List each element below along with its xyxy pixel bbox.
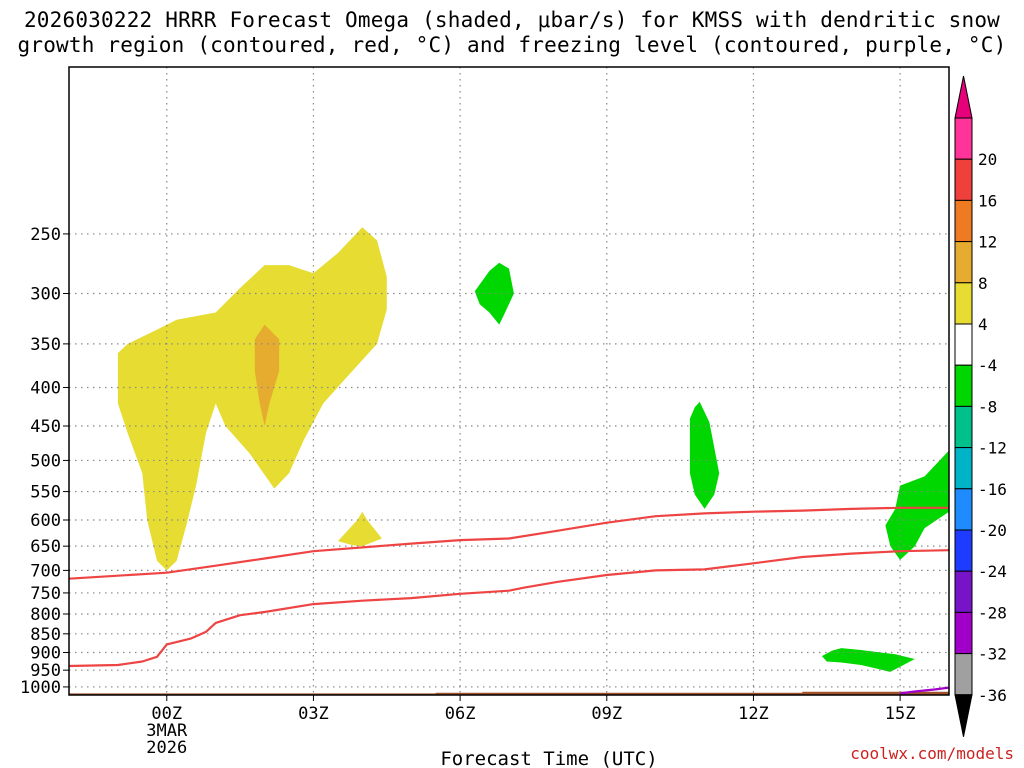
colorbar-label: -8 <box>978 397 997 416</box>
plot-area <box>69 67 949 695</box>
colorbar-label: 4 <box>978 315 988 334</box>
colorbar-cell <box>954 447 973 490</box>
colorbar-cell <box>954 488 973 531</box>
colorbar-cell <box>954 611 973 655</box>
colorbar-label: -4 <box>978 356 997 375</box>
colorbar-label: -32 <box>978 645 1007 664</box>
omega-shaded-region-5 <box>885 450 949 560</box>
colorbar-cell <box>954 199 973 243</box>
omega-shaded-region-4 <box>689 401 720 509</box>
colorbar-cell <box>954 570 973 613</box>
colorbar-cell <box>954 529 973 572</box>
omega-shaded-region-0 <box>117 227 387 571</box>
x-tick-label: 12Z <box>738 704 769 724</box>
x-tick-label: 09Z <box>591 704 622 724</box>
colorbar-label: -28 <box>978 603 1007 622</box>
y-tick-label: 1000 <box>20 678 61 698</box>
y-tick-label: 800 <box>30 605 61 625</box>
omega-shaded-region-3 <box>474 262 514 325</box>
colorbar-top-arrow <box>954 75 973 119</box>
contour-line-0 <box>69 506 949 580</box>
colorbar-cell <box>954 405 973 449</box>
colorbar-label: -24 <box>978 562 1007 581</box>
y-tick-label: 300 <box>30 285 61 305</box>
colorbar-label: 20 <box>978 150 997 169</box>
colorbar-cell <box>954 241 973 284</box>
colorbar-cell <box>954 653 973 696</box>
omega-shaded-region-1 <box>254 324 280 426</box>
plot-frame <box>68 66 950 696</box>
y-tick-label: 900 <box>30 644 61 664</box>
colorbar: 20 16 12 8 4 -4 -8 -12 -16 -20 -24 -28 -32 -36 <box>954 75 1007 737</box>
colorbar-cell <box>954 117 973 160</box>
y-tick-label: 450 <box>30 417 61 437</box>
colorbar-label: 16 <box>978 191 997 210</box>
y-tick-label: 750 <box>30 584 61 604</box>
colorbar-cell <box>954 282 973 325</box>
y-tick-label: 850 <box>30 625 61 645</box>
colorbar-label: 12 <box>978 233 997 252</box>
contour-line-2 <box>899 686 949 695</box>
colorbar-cell <box>954 158 973 201</box>
y-tick-label: 350 <box>30 335 61 355</box>
chart-title-line-2: growth region (contoured, red, °C) and f… <box>17 33 1007 57</box>
colorbar-cell <box>954 364 973 407</box>
contour-line-1 <box>69 549 949 668</box>
colorbar-label: -20 <box>978 521 1007 540</box>
y-tick-label: 250 <box>30 225 61 245</box>
colorbar-cell <box>954 323 973 366</box>
x-tick-label: 15Z <box>885 704 916 724</box>
y-tick-label: 950 <box>30 661 61 681</box>
x-tick-label: 06Z <box>445 704 476 724</box>
y-tick-label: 650 <box>30 537 61 557</box>
omega-shaded-region-6 <box>821 648 915 672</box>
y-tick-label: 500 <box>30 451 61 471</box>
omega-shaded-region-2 <box>337 511 382 547</box>
chart-title-line-1: 2026030222 HRRR Forecast Omega (shaded, … <box>23 8 1001 32</box>
colorbar-bottom-arrow <box>954 694 973 737</box>
colorbar-label: 8 <box>978 274 988 293</box>
terrain-strip <box>69 691 949 695</box>
y-tick-label: 550 <box>30 483 61 503</box>
x-axis-title: Forecast Time (UTC) <box>440 748 657 768</box>
x-tick-label: 03Z <box>298 704 329 724</box>
x-tick-label: 2026 <box>146 738 187 758</box>
y-tick-label: 700 <box>30 561 61 581</box>
y-tick-label: 400 <box>30 379 61 399</box>
colorbar-label: -16 <box>978 480 1007 499</box>
credit-text: coolwx.com/models <box>850 744 1014 763</box>
y-tick-label: 600 <box>30 511 61 531</box>
colorbar-label: -12 <box>978 439 1007 458</box>
colorbar-label: -36 <box>978 686 1007 705</box>
grid-lines <box>69 67 949 695</box>
x-tick-label: 3MAR <box>146 721 188 741</box>
x-tick-label: 00Z <box>151 704 182 724</box>
